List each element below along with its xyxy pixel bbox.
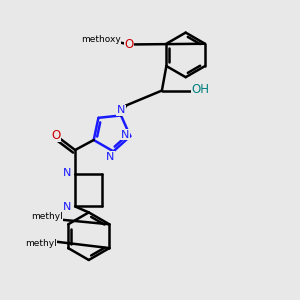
Text: O: O: [51, 129, 60, 142]
Text: N: N: [117, 105, 125, 115]
Text: N: N: [121, 130, 129, 140]
Text: methyl: methyl: [25, 238, 57, 247]
Text: N: N: [63, 168, 71, 178]
Text: methyl: methyl: [31, 212, 63, 221]
Text: methoxy: methoxy: [81, 35, 121, 44]
Text: N: N: [63, 202, 71, 212]
Text: N: N: [106, 152, 115, 162]
Text: O: O: [124, 38, 134, 51]
Text: OH: OH: [191, 83, 209, 97]
